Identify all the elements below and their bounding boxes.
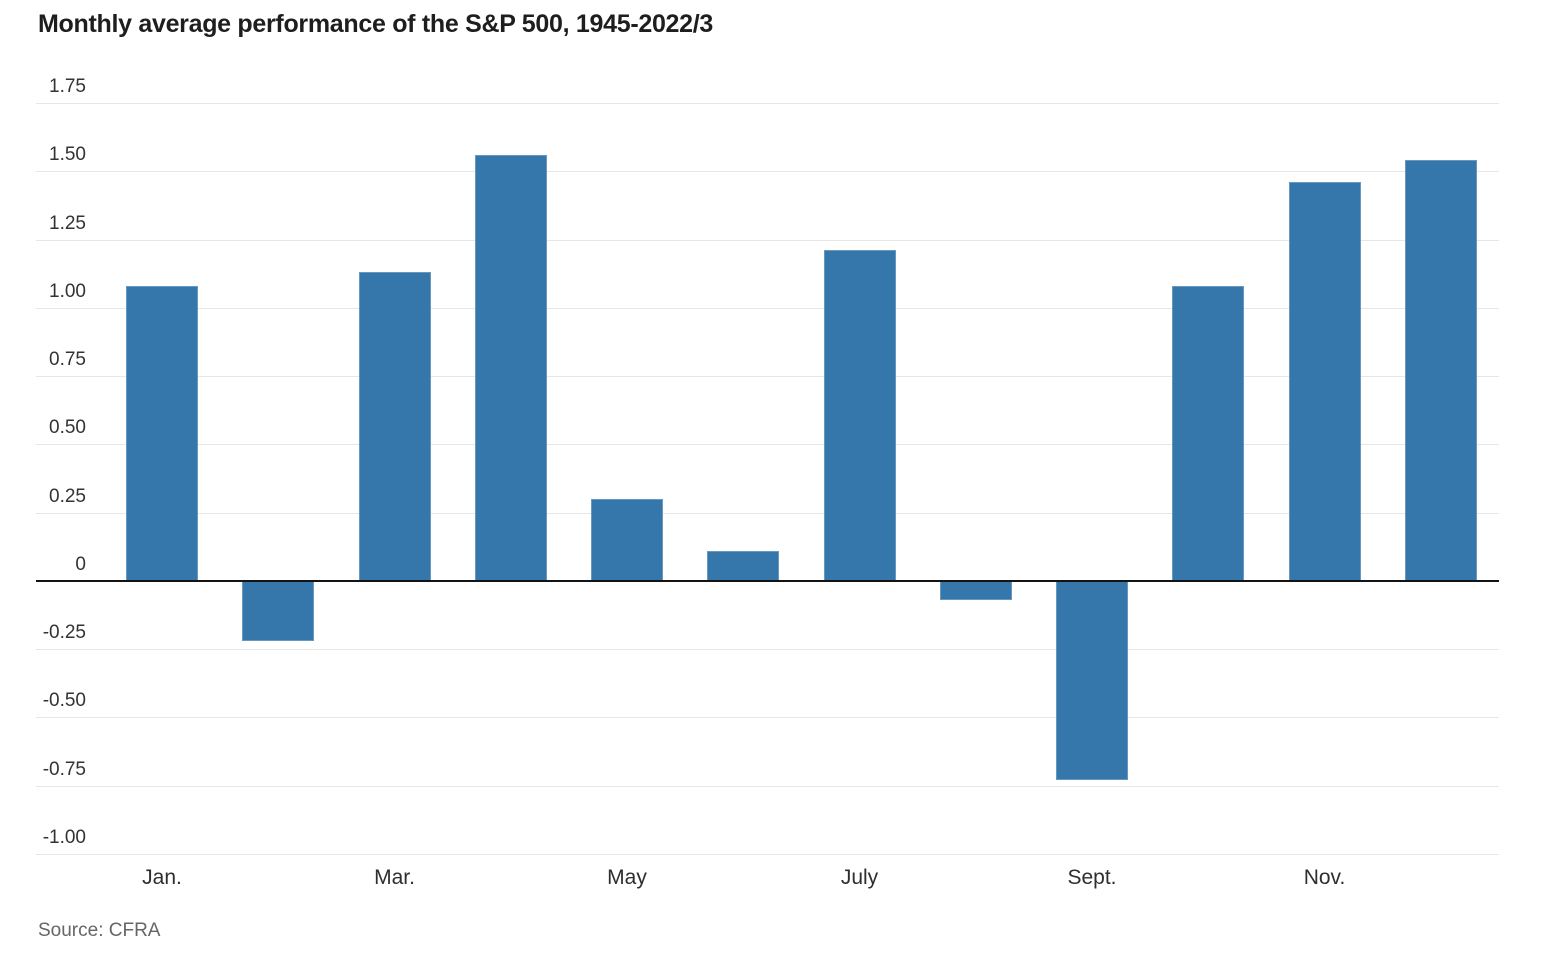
bar-dec [1404,160,1477,581]
x-tick-label: Nov. [1303,866,1346,889]
gridline [36,376,1499,378]
y-tick-label: 0.25 [49,485,86,507]
zero-axis-line [36,579,1499,582]
bar-sept [1056,580,1128,781]
x-tick-label: May [607,866,647,889]
bar-june [707,550,780,581]
gridline [36,649,1499,651]
gridline [36,512,1499,514]
gridline [36,239,1499,241]
y-tick-label: 0.75 [49,349,86,371]
y-tick-label: 0.50 [49,417,86,439]
bar-oct [1172,285,1245,581]
plot-area: 1.75 1.50 1.25 1.00 0.75 0.50 0.25 0 -0.25 -0.50 -… [36,76,1499,889]
gridline [36,717,1499,719]
source-note: Source: CFRA [38,920,161,941]
gridline [36,785,1499,787]
x-tick-label: Sept. [1067,866,1117,889]
gridline [36,854,1499,855]
bar-may [591,498,663,581]
y-tick-label: 1.75 [49,76,86,97]
bar-july [823,250,896,581]
x-tick-label: Jan. [142,866,182,889]
y-tick-label: 1.50 [49,144,86,166]
y-tick-label: 0 [75,553,86,575]
bar-mar [358,272,431,581]
y-tick-label: -0.50 [42,690,86,712]
x-tick-label: Mar. [374,866,415,889]
gridline [36,103,1499,104]
gridline [36,444,1499,446]
y-tick-label: 1.25 [49,212,86,234]
chart-title: Monthly average performance of the S&P 5… [38,10,714,38]
bar-aug [939,580,1012,601]
bar-nov [1288,182,1361,581]
y-tick-label: 1.00 [49,280,86,302]
gridline [36,171,1499,173]
bar-feb [242,580,315,641]
y-tick-label: -1.00 [42,827,86,848]
y-tick-label: -0.75 [42,758,86,780]
x-tick-label: July [840,866,879,889]
gridline [36,307,1499,309]
bar-apr [474,154,547,581]
y-tick-label: -0.25 [42,622,86,644]
bar-jan [126,285,198,581]
